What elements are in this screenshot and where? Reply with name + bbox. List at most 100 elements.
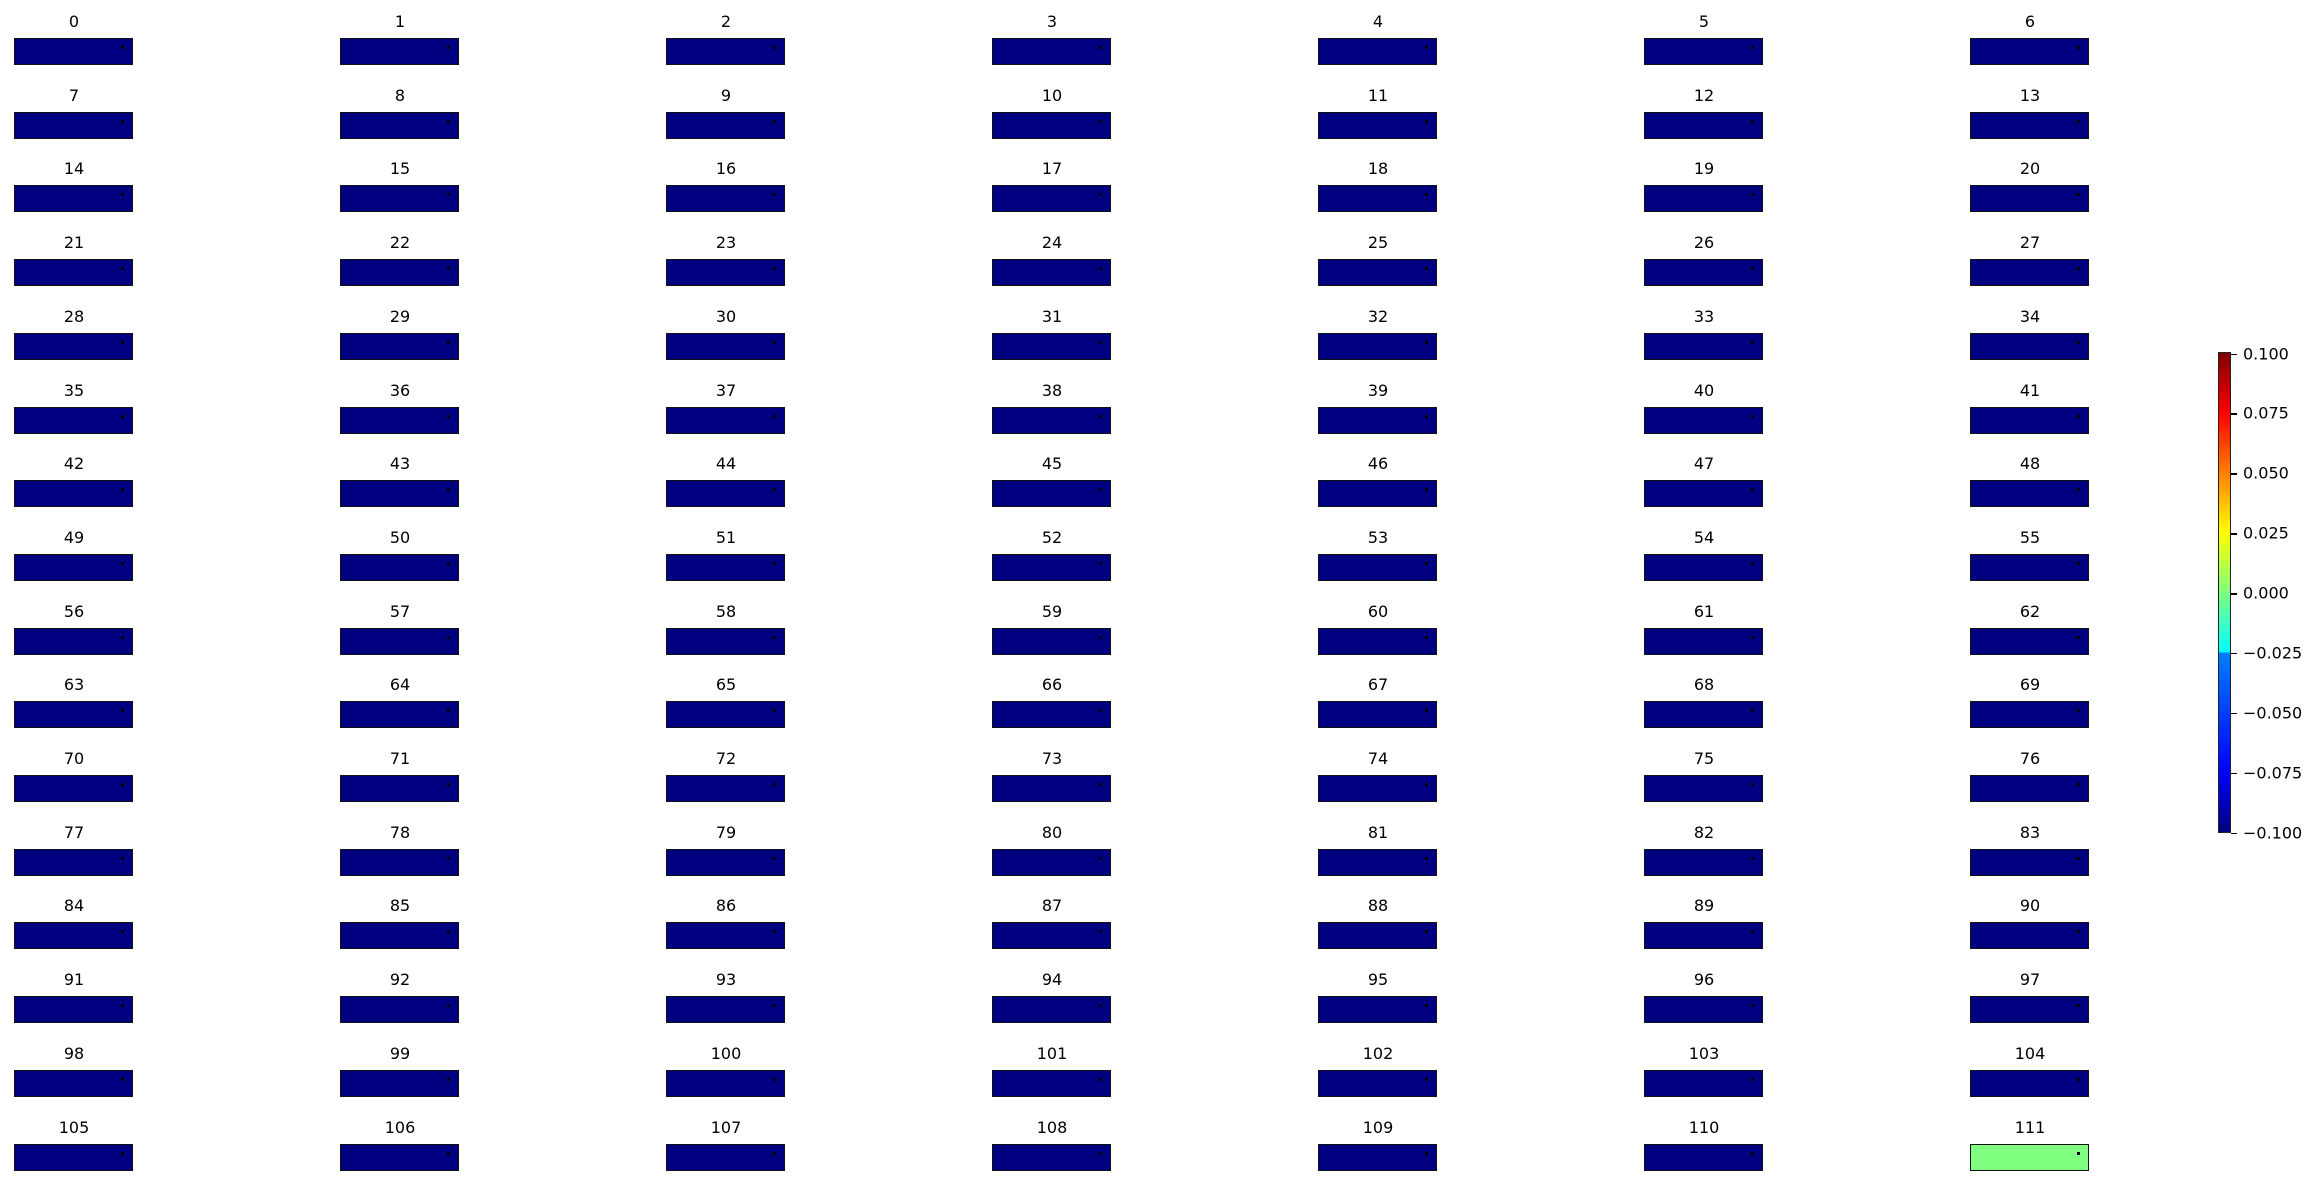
marker-dot	[1751, 340, 1754, 344]
heatmap-panel	[1318, 1069, 1437, 1097]
panel-title: 37	[715, 380, 737, 400]
heatmap-panel	[340, 922, 459, 950]
colorbar-tick-label: 0.075	[2243, 403, 2289, 423]
panel-title: 88	[1367, 896, 1389, 916]
panel-title: 64	[389, 675, 411, 695]
colorbar	[2218, 352, 2231, 833]
heatmap-panel	[1970, 38, 2089, 65]
panel-title: 81	[1367, 822, 1389, 842]
panel-title: 94	[1041, 970, 1063, 990]
marker-dot	[773, 267, 776, 271]
panel-title: 92	[389, 970, 411, 990]
heatmap-panel	[14, 775, 133, 802]
panel-title: 31	[1041, 306, 1063, 326]
marker-dot	[447, 561, 450, 565]
panel-title: 104	[2014, 1043, 2046, 1063]
marker-dot	[447, 267, 450, 271]
marker-dot	[2077, 1004, 2080, 1008]
heatmap-panel	[340, 480, 459, 508]
marker-dot	[1099, 561, 1102, 565]
marker-dot	[1099, 1004, 1102, 1008]
panel-title: 91	[63, 970, 85, 990]
heatmap-panel	[1318, 185, 1437, 213]
panel-title: 62	[2019, 601, 2041, 621]
panel-title: 90	[2019, 896, 2041, 916]
panel-title: 24	[1041, 233, 1063, 253]
marker-dot	[447, 46, 450, 49]
panel-title: 19	[1693, 159, 1715, 179]
marker-dot	[1751, 46, 1754, 49]
panel-title: 5	[1698, 12, 1710, 31]
marker-dot	[1099, 193, 1102, 197]
heatmap-panel	[992, 996, 1111, 1024]
marker-dot	[1425, 488, 1428, 492]
heatmap-panel	[1644, 332, 1763, 360]
marker-dot	[773, 635, 776, 639]
marker-dot	[773, 783, 776, 786]
heatmap-panel	[340, 38, 459, 65]
panel-title: 10	[1041, 85, 1063, 105]
panel-title: 32	[1367, 306, 1389, 326]
panel-title: 89	[1693, 896, 1715, 916]
marker-dot	[773, 856, 776, 860]
heatmap-panel	[992, 259, 1111, 287]
heatmap-panel	[666, 185, 785, 213]
marker-dot	[773, 1151, 776, 1155]
colorbar-tick-label: −0.075	[2243, 763, 2303, 783]
heatmap-panel	[340, 775, 459, 802]
heatmap-panel	[1644, 259, 1763, 287]
panel-title: 82	[1693, 822, 1715, 842]
heatmap-panel	[666, 1143, 785, 1171]
heatmap-panel	[340, 406, 459, 434]
marker-dot	[121, 119, 124, 123]
panel-title: 45	[1041, 454, 1063, 474]
heatmap-panel	[992, 185, 1111, 213]
panel-title: 17	[1041, 159, 1063, 179]
panel-title: 66	[1041, 675, 1063, 695]
heatmap-panel	[666, 627, 785, 655]
marker-dot	[2077, 561, 2080, 565]
panel-title: 107	[710, 1117, 742, 1137]
heatmap-panel	[14, 922, 133, 950]
marker-dot	[1099, 488, 1102, 492]
panel-title: 84	[63, 896, 85, 916]
marker-dot	[2077, 635, 2080, 639]
heatmap-panel	[14, 185, 133, 213]
colorbar-tick	[2231, 593, 2237, 595]
panel-title: 97	[2019, 970, 2041, 990]
heatmap-panel	[1970, 627, 2089, 655]
panel-title: 100	[710, 1043, 742, 1063]
heatmap-panel	[14, 111, 133, 139]
heatmap-panel	[1644, 922, 1763, 950]
heatmap-panel	[1318, 701, 1437, 729]
marker-dot	[1099, 46, 1102, 49]
heatmap-panel	[340, 848, 459, 876]
marker-dot	[1751, 709, 1754, 713]
heatmap-panel	[992, 553, 1111, 581]
heatmap-panel	[1970, 480, 2089, 508]
marker-dot	[1099, 119, 1102, 123]
panel-title: 11	[1367, 85, 1389, 105]
panel-title: 54	[1693, 527, 1715, 547]
marker-dot	[447, 930, 450, 934]
heatmap-panel	[992, 111, 1111, 139]
colorbar-tick-label: −0.100	[2243, 823, 2303, 842]
marker-dot	[447, 488, 450, 492]
marker-dot	[121, 414, 124, 418]
marker-dot	[447, 193, 450, 197]
heatmap-panel	[1644, 627, 1763, 655]
panel-title: 27	[2019, 233, 2041, 253]
panel-title: 83	[2019, 822, 2041, 842]
panel-title: 103	[1688, 1043, 1720, 1063]
heatmap-panel	[14, 332, 133, 360]
colorbar-tick-label: 0.000	[2243, 583, 2289, 603]
marker-dot	[1425, 1004, 1428, 1008]
heatmap-panel	[992, 848, 1111, 876]
heatmap-panel	[340, 1143, 459, 1171]
panel-title: 7	[68, 85, 80, 105]
marker-dot	[1425, 561, 1428, 565]
heatmap-panel	[666, 259, 785, 287]
marker-dot	[447, 856, 450, 860]
marker-dot	[1425, 783, 1428, 786]
heatmap-panel	[992, 480, 1111, 508]
